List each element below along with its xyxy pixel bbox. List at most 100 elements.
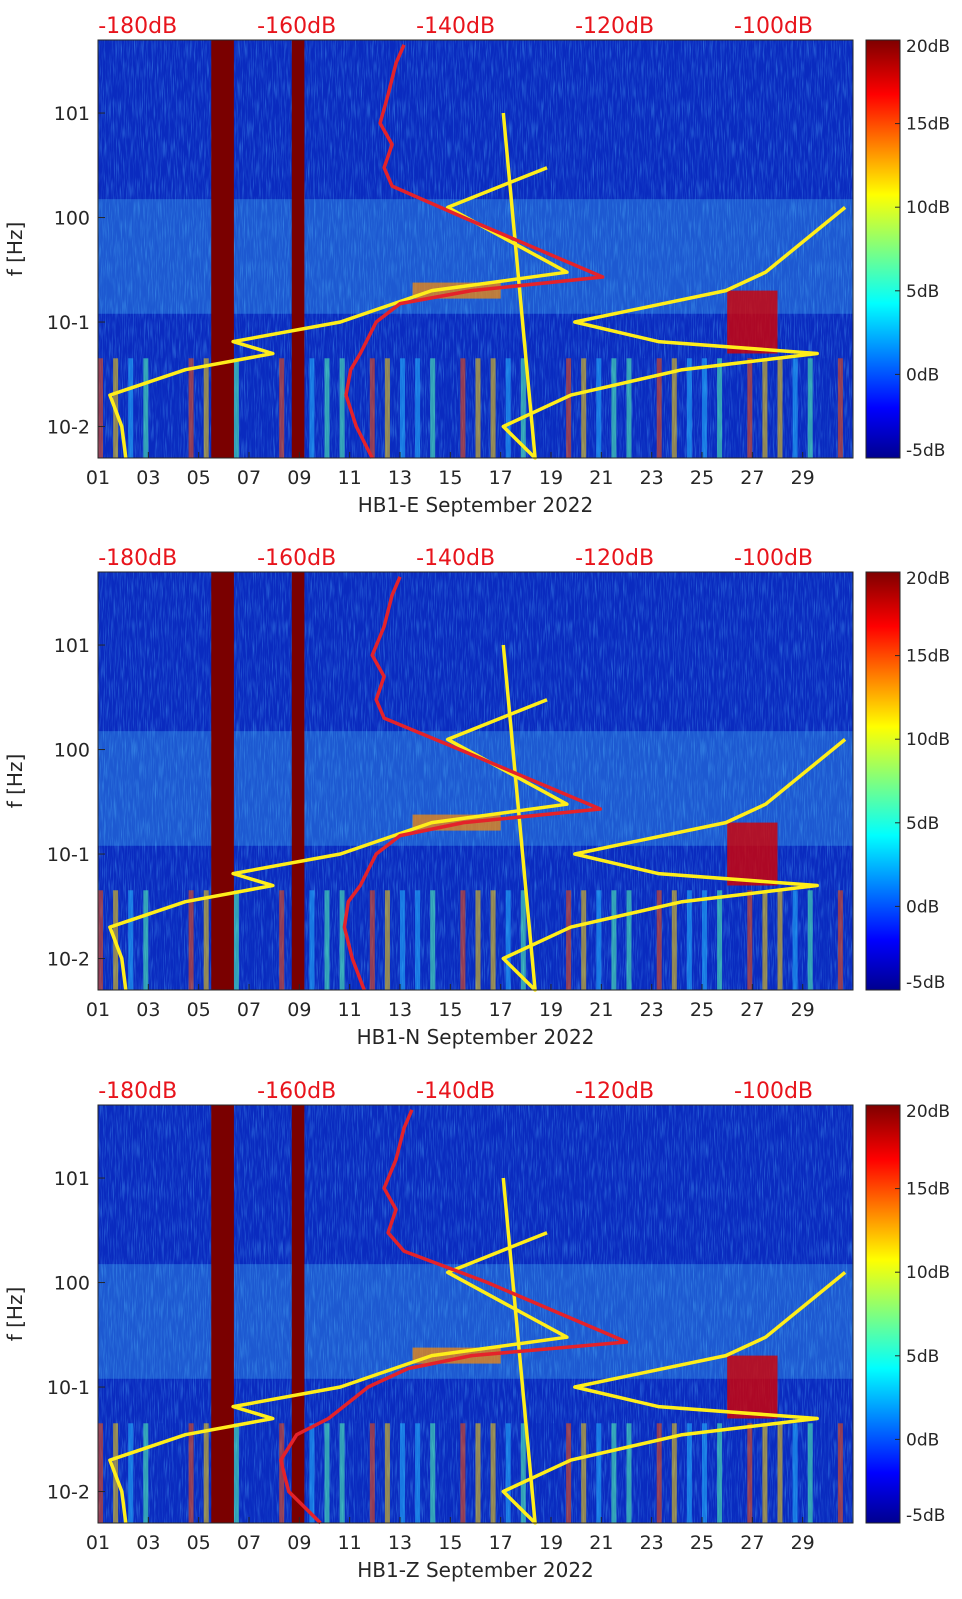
low-frequency-column [128,890,134,990]
top-axis-db-label: -140dB [416,546,495,571]
low-frequency-column [747,358,753,458]
low-frequency-column [671,1423,677,1523]
low-frequency-column [249,1423,254,1523]
low-frequency-column [535,1423,541,1523]
low-frequency-column [279,1423,285,1523]
data-gap-band [211,572,234,990]
noise-model-curve-high [501,1177,847,1525]
low-frequency-column [490,358,496,458]
x-tick-label: 03 [136,467,160,489]
colorbar-tick-label: 5dB [906,282,939,302]
low-frequency-column [430,1423,436,1523]
low-frequency-column [822,1423,828,1523]
x-tick-label: 11 [338,1532,362,1554]
colorbar [865,39,901,459]
y-axis-label: f [Hz] [3,1287,27,1342]
low-frequency-column [656,890,662,990]
colorbar-tick-label: 0dB [906,1430,939,1450]
x-tick-label: 19 [539,1532,563,1554]
noise-model-curve-high [501,644,847,992]
low-frequency-column [566,890,572,990]
low-frequency-column [430,890,436,990]
low-frequency-column [354,1423,360,1523]
x-tick-label: 21 [589,999,613,1021]
y-tick-label: 100 [54,208,90,230]
low-frequency-column [626,890,632,990]
x-tick-label: 23 [640,467,664,489]
top-axis-db-label: -180dB [98,546,177,571]
data-gap-band [291,572,305,990]
low-frequency-column [475,890,481,990]
x-tick-label: 21 [589,467,613,489]
x-tick-label: 09 [287,467,311,489]
y-tick-label: 100 [54,740,90,762]
low-frequency-column [188,890,194,990]
x-tick-label: 13 [388,467,412,489]
low-frequency-column [384,358,390,458]
x-tick-label: 15 [438,467,462,489]
low-frequency-column [369,358,375,458]
low-frequency-column [415,358,421,458]
low-frequency-column [520,358,526,458]
low-frequency-column [460,1423,466,1523]
top-axis-db-label: -180dB [98,1079,177,1104]
low-frequency-column [792,890,798,990]
low-frequency-column [128,358,134,458]
x-tick-label: 25 [690,999,714,1021]
low-frequency-column [354,890,360,990]
colorbar-tick-label: 10dB [906,198,950,218]
low-frequency-column [460,358,466,458]
x-tick-label: 27 [740,467,764,489]
low-frequency-column [249,890,254,990]
low-frequency-column [641,890,647,990]
low-frequency-column [656,358,662,458]
low-frequency-column [520,890,526,990]
y-axis-label: f [Hz] [3,754,27,809]
low-frequency-column [596,358,602,458]
low-frequency-column [173,890,179,990]
low-frequency-column [339,1423,345,1523]
colorbar-tick-label: 15dB [906,115,950,135]
low-frequency-column [822,358,828,458]
low-frequency-column [762,1423,768,1523]
top-axis-db-label: -180dB [98,14,177,39]
low-frequency-column [128,1423,134,1523]
noise-model-curve-low [108,166,569,459]
noise-model-curve-low [108,1231,569,1524]
low-frequency-column [702,1423,707,1523]
low-frequency-column [384,890,390,990]
low-frequency-column [581,1423,587,1523]
low-frequency-column [777,358,783,458]
low-frequency-column [611,890,617,990]
x-tick-label: 15 [438,999,462,1021]
low-frequency-column [596,1423,602,1523]
x-axis-label: HB1-Z September 2022 [357,1558,594,1582]
x-tick-label: 25 [690,1532,714,1554]
low-frequency-column [400,358,405,458]
colorbar-tick-label: 5dB [906,1347,939,1367]
low-frequency-column [369,890,375,990]
low-frequency-column [264,358,270,458]
colorbar-tick-label: 5dB [906,814,939,834]
x-tick-label: 01 [86,1532,110,1554]
low-frequency-column [732,1423,738,1523]
low-frequency-column [233,358,239,458]
colorbar-tick-label: 15dB [906,647,950,667]
low-frequency-column [747,890,753,990]
low-frequency-column [203,1423,209,1523]
x-tick-label: 05 [187,1532,211,1554]
low-frequency-column [324,890,330,990]
low-frequency-column [188,1423,194,1523]
x-tick-label: 25 [690,467,714,489]
colorbar-tick-label: -5dB [906,441,945,461]
low-frequency-column [505,1423,511,1523]
x-tick-label: 21 [589,1532,613,1554]
y-tick-label: 10-2 [47,417,90,439]
low-frequency-column [702,358,707,458]
low-frequency-column [551,358,556,458]
low-frequency-column [445,1423,451,1523]
x-tick-label: 19 [539,999,563,1021]
y-tick-label: 101 [54,635,90,657]
x-tick-label: 29 [791,999,815,1021]
low-frequency-column [460,890,466,990]
